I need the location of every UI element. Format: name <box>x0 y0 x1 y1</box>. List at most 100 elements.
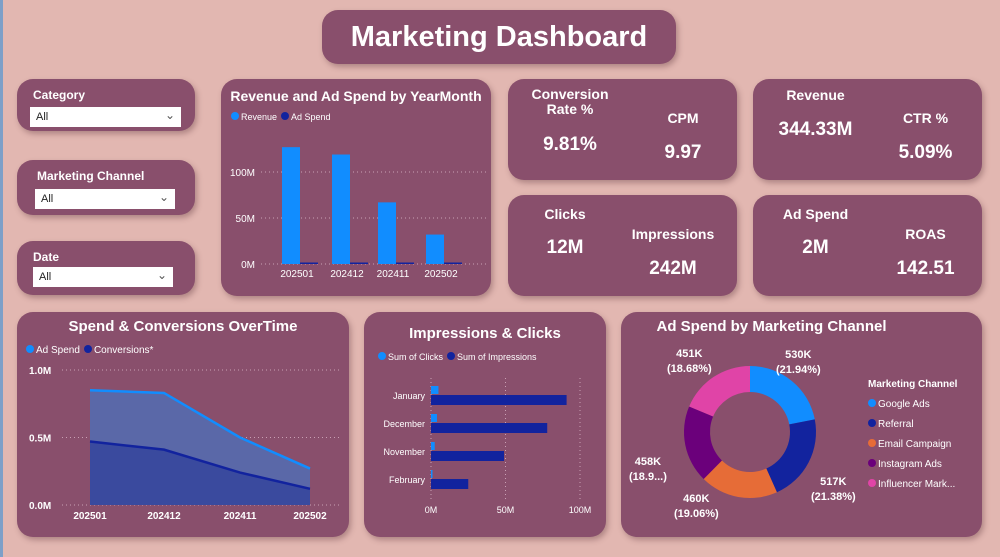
donut-legend: Google Ads Referral Email Campaign Instagra… <box>868 395 955 495</box>
ad-spend-label: Ad Spend <box>782 206 849 222</box>
conversion-rate-value: 9.81% <box>543 134 597 155</box>
y-tick-label: 1.0M <box>29 366 51 377</box>
x-tick-label: 202411 <box>377 269 410 280</box>
x-tick-label: 202412 <box>147 511 181 522</box>
slicer-label: Category <box>33 88 86 102</box>
legend-marker <box>868 439 876 447</box>
legend-item[interactable]: Google Ads <box>868 395 955 415</box>
x-tick-label: 202411 <box>224 511 257 522</box>
legend-label: Referral <box>878 419 914 430</box>
legend-item[interactable]: Referral <box>868 415 955 435</box>
line-conversions <box>89 440 311 491</box>
legend-item[interactable]: Influencer Mark... <box>868 475 955 495</box>
ctr-label: CTR % <box>902 110 949 126</box>
bar-revenue <box>282 147 300 264</box>
revenue-value: 344.33M <box>778 119 853 140</box>
legend-item-revenue[interactable]: Revenue <box>231 112 277 122</box>
x-tick-label: 50M <box>497 505 515 515</box>
donut-chart-plot <box>684 366 816 498</box>
bar-revenue <box>426 234 444 264</box>
impressions-clicks-chart: Impressions & Clicks Sum of Clicks Sum o… <box>364 312 606 537</box>
dropdown-value: All <box>41 193 54 205</box>
bar-clicks <box>431 386 439 394</box>
bar-clicks <box>431 414 437 422</box>
kpi-card-conversion-cpm: Conversion Rate % 9.81% CPM 9.97 <box>508 79 737 180</box>
roas-value: 142.51 <box>896 258 955 279</box>
donut-slice-email-campaign <box>703 460 777 498</box>
kpi-card-revenue-ctr: Revenue 344.33M CTR % 5.09% <box>753 79 982 180</box>
cpm-label: CPM <box>667 110 699 126</box>
legend-item-impressions[interactable]: Sum of Impressions <box>447 352 537 362</box>
dropdown-value: All <box>36 111 49 123</box>
conversion-rate-label: Conversion Rate % <box>531 86 609 117</box>
category-dropdown[interactable]: All ⌄ <box>30 107 181 127</box>
bar-clicks <box>431 470 433 478</box>
slicer-label: Date <box>33 250 60 264</box>
legend-item[interactable]: Email Campaign <box>868 435 955 455</box>
ad-spend-value: 2M <box>802 237 829 258</box>
cpm-value: 9.97 <box>664 142 702 163</box>
y-tick-label: 0.5M <box>29 434 51 445</box>
revenue-chart-plot: 0M 50M 100M 202501 202412 202411 202502 <box>230 147 486 280</box>
clicks-label: Clicks <box>544 206 586 222</box>
legend-item-clicks[interactable]: Sum of Clicks <box>378 352 443 362</box>
date-slicer: Date All ⌄ <box>17 241 195 295</box>
revenue-ad-spend-chart: Revenue and Ad Spend by YearMonth Revenu… <box>221 79 491 296</box>
dashboard-title: Marketing Dashboard <box>322 10 676 64</box>
y-tick-label: February <box>389 475 426 485</box>
spend-chart-plot: 0.0M 0.5M 1.0M 202501 202412 202411 202502 <box>29 366 342 522</box>
chart-title: Impressions & Clicks <box>409 325 561 342</box>
slicer-label: Marketing Channel <box>37 169 145 183</box>
chart-legend: Ad Spend Conversions* <box>26 345 153 356</box>
chart-title: Spend & Conversions OverTime <box>68 318 298 335</box>
legend-item-conversions[interactable]: Conversions* <box>83 345 153 356</box>
roas-label: ROAS <box>905 226 946 242</box>
legend-label: Influencer Mark... <box>878 479 956 490</box>
y-tick-label: November <box>383 447 425 457</box>
y-tick-label: December <box>383 419 425 429</box>
chart-title: Revenue and Ad Spend by YearMonth <box>230 88 482 104</box>
impressions-value: 242M <box>649 258 697 279</box>
spend-conversions-chart: Spend & Conversions OverTime Ad Spend Co… <box>17 312 349 537</box>
dropdown-value: All <box>39 271 52 283</box>
x-tick-label: 202501 <box>280 269 314 280</box>
bar-ad-spend <box>350 262 368 264</box>
legend-label: Google Ads <box>878 399 930 410</box>
bar-impressions <box>431 423 548 433</box>
slice-label-google-ads: 530K (21.94%) <box>776 349 821 376</box>
chart-legend: Revenue Ad Spend <box>231 112 331 122</box>
slice-label-referral: 517K (21.38%) <box>811 476 856 503</box>
date-dropdown[interactable]: All ⌄ <box>33 267 173 287</box>
legend-item-ad-spend[interactable]: Ad Spend <box>26 345 80 356</box>
ad-spend-channel-chart: Ad Spend by Marketing Channel 530K (21.94… <box>621 312 982 537</box>
impressions-label: Impressions <box>631 226 715 242</box>
y-tick-label: January <box>393 391 426 401</box>
legend-marker <box>868 399 876 407</box>
bar-impressions <box>431 451 505 461</box>
legend-item-ad-spend[interactable]: Ad Spend <box>281 112 331 122</box>
line-ad-spend <box>89 389 311 470</box>
bar-revenue <box>332 154 350 264</box>
x-tick-label: 202502 <box>424 269 458 280</box>
donut-slice-google-ads <box>750 366 815 425</box>
kpi-card-adspend-roas: Ad Spend 2M ROAS 142.51 <box>753 195 982 296</box>
x-tick-label: 0M <box>425 505 438 515</box>
marketing-channel-dropdown[interactable]: All ⌄ <box>35 189 175 209</box>
marketing-channel-slicer: Marketing Channel All ⌄ <box>17 160 195 215</box>
legend-marker <box>868 419 876 427</box>
chevron-down-icon: ⌄ <box>164 108 175 122</box>
clicks-value: 12M <box>546 237 584 258</box>
donut-slice-referral <box>766 419 816 493</box>
chart-title: Ad Spend by Marketing Channel <box>656 318 887 335</box>
legend-item[interactable]: Instagram Ads <box>868 455 955 475</box>
x-tick-label: 202502 <box>293 511 327 522</box>
slice-label-influencer: 451K (18.68%) <box>667 348 712 375</box>
legend-label: Email Campaign <box>878 439 952 450</box>
legend-label: Instagram Ads <box>878 459 942 470</box>
bar-ad-spend <box>300 262 318 264</box>
y-tick-label: 100M <box>230 168 255 179</box>
y-tick-label: 0M <box>241 260 255 271</box>
bar-clicks <box>431 442 435 450</box>
category-slicer: Category All ⌄ <box>17 79 195 131</box>
canvas-edge <box>0 0 3 557</box>
